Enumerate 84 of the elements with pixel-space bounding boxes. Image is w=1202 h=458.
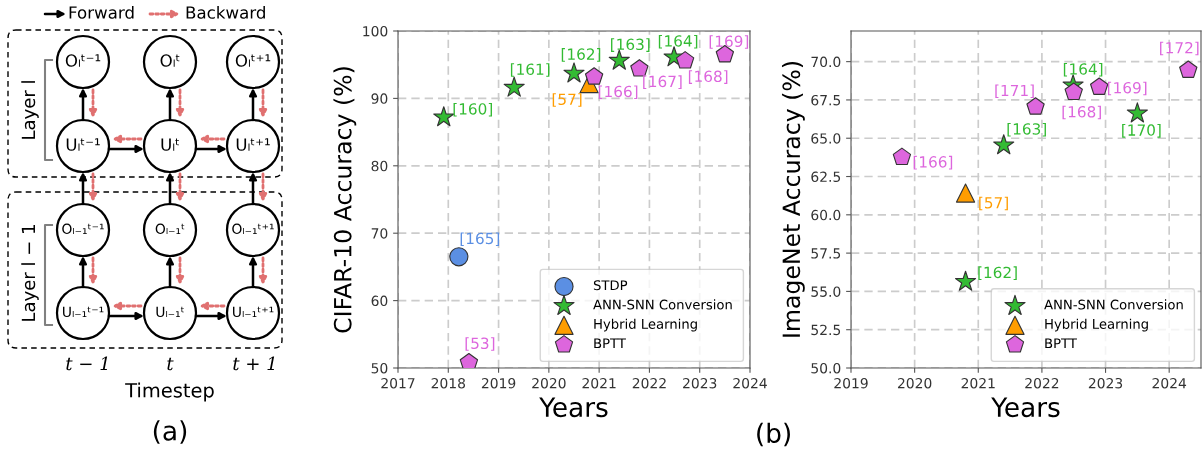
annotation: [163] bbox=[1007, 122, 1046, 137]
y-tick-label: 70.0 bbox=[811, 56, 841, 68]
x-tick-label: 2020 bbox=[897, 377, 932, 389]
text: Uₗ₋₁ᵗ bbox=[156, 306, 184, 318]
text: t + 1 bbox=[233, 356, 275, 371]
text: Uₗᵗ⁺¹ bbox=[236, 138, 270, 151]
y-tick-label: 65.0 bbox=[811, 133, 841, 144]
x-axis-title: Years bbox=[539, 397, 608, 418]
x-tick-label: 2019 bbox=[834, 377, 868, 389]
annotation: [164] bbox=[1063, 62, 1103, 77]
text: Backward bbox=[186, 5, 265, 19]
y-tick-label: 100 bbox=[363, 25, 388, 37]
y-tick-label: 60.0 bbox=[811, 209, 841, 221]
text: Forward bbox=[69, 5, 134, 19]
annotation: [172] bbox=[1160, 41, 1199, 56]
y-tick-label: 57.5 bbox=[811, 248, 841, 259]
legend-label: BPTT bbox=[1045, 338, 1077, 349]
x-tick-label: 2019 bbox=[481, 377, 516, 389]
annotation: [162] bbox=[978, 266, 1017, 280]
text: Uₗᵗ bbox=[161, 138, 179, 151]
annotation: [169] bbox=[1107, 81, 1147, 96]
y-tick-label: 55.0 bbox=[811, 286, 841, 297]
legend-label: STDP bbox=[593, 280, 628, 291]
y-tick-label: 80 bbox=[371, 160, 388, 172]
annotation: [168] bbox=[1062, 105, 1101, 120]
annotation: [53] bbox=[465, 337, 495, 351]
text: Oₗᵗ⁻¹ bbox=[65, 54, 101, 67]
y-tick-label: 90 bbox=[371, 93, 388, 104]
x-tick-label: 2021 bbox=[961, 377, 995, 389]
x-tick-label: 2021 bbox=[582, 377, 616, 389]
y-tick-label: 60 bbox=[371, 295, 388, 307]
annotation: [166] bbox=[598, 85, 638, 100]
text: t − 1 bbox=[66, 356, 108, 371]
y-tick-label: 67.5 bbox=[811, 94, 841, 106]
y-axis-title: CIFAR-10 Accuracy (%) bbox=[333, 67, 357, 333]
annotation: [57] bbox=[979, 196, 1008, 211]
text: t bbox=[167, 357, 174, 371]
text: Layer l bbox=[21, 81, 39, 139]
text: Uₗ₋₁ᵗ⁺¹ bbox=[233, 306, 274, 318]
x-tick-label: 2024 bbox=[1152, 377, 1187, 389]
annotation: [163] bbox=[611, 38, 650, 52]
y-tick-label: 52.5 bbox=[811, 324, 841, 336]
text: Oₗᵗ⁺¹ bbox=[235, 54, 271, 67]
annotation: [169] bbox=[709, 35, 749, 49]
x-tick-label: 2022 bbox=[632, 377, 666, 389]
legend-label: BPTT bbox=[594, 338, 626, 349]
annotation: [167] bbox=[643, 75, 682, 89]
annotation: [171] bbox=[995, 84, 1034, 99]
annotation: [168] bbox=[688, 70, 728, 84]
x-axis-title: Years bbox=[991, 397, 1060, 418]
y-axis-title: ImageNet Accuracy (%) bbox=[781, 62, 805, 337]
annotation: [57] bbox=[552, 93, 582, 107]
text: Oₗ₋₁ᵗ bbox=[155, 223, 185, 235]
text: Timestep bbox=[125, 382, 214, 402]
x-tick-label: 2017 bbox=[381, 377, 415, 389]
annotation: [161] bbox=[510, 63, 550, 77]
annotation: [160] bbox=[453, 102, 492, 117]
annotation: [164] bbox=[658, 34, 698, 49]
text: Uₗᵗ⁻¹ bbox=[66, 138, 100, 151]
legend-label: Hybrid Learning bbox=[594, 318, 697, 332]
annotation: [162] bbox=[561, 48, 601, 62]
y-tick-label: 50 bbox=[371, 362, 388, 374]
y-tick-label: 50.0 bbox=[811, 362, 841, 374]
text: (a) bbox=[153, 420, 187, 444]
x-tick-label: 2024 bbox=[733, 377, 767, 389]
annotation: [166] bbox=[913, 155, 953, 170]
annotation: [170] bbox=[1122, 124, 1161, 138]
legend-label: ANN-SNN Conversion bbox=[593, 299, 732, 310]
text: Uₗ₋₁ᵗ⁻¹ bbox=[63, 306, 104, 318]
text: Oₗ₋₁ᵗ⁺¹ bbox=[232, 223, 274, 235]
x-tick-label: 2023 bbox=[1088, 377, 1123, 389]
text: Layer l − 1 bbox=[21, 225, 39, 321]
y-tick-label: 62.5 bbox=[811, 171, 841, 182]
x-tick-label: 2020 bbox=[532, 377, 566, 389]
text: Oₗ₋₁ᵗ⁻¹ bbox=[62, 223, 104, 235]
annotation: [165] bbox=[460, 232, 500, 247]
text: Oₗᵗ bbox=[160, 54, 180, 67]
legend-label: ANN-SNN Conversion bbox=[1044, 299, 1183, 310]
legend-label: Hybrid Learning bbox=[1045, 318, 1148, 332]
x-tick-label: 2023 bbox=[683, 377, 717, 389]
x-tick-label: 2022 bbox=[1025, 377, 1059, 389]
text: (b) bbox=[757, 422, 790, 447]
y-tick-label: 70 bbox=[371, 228, 388, 239]
x-tick-label: 2018 bbox=[431, 377, 466, 389]
